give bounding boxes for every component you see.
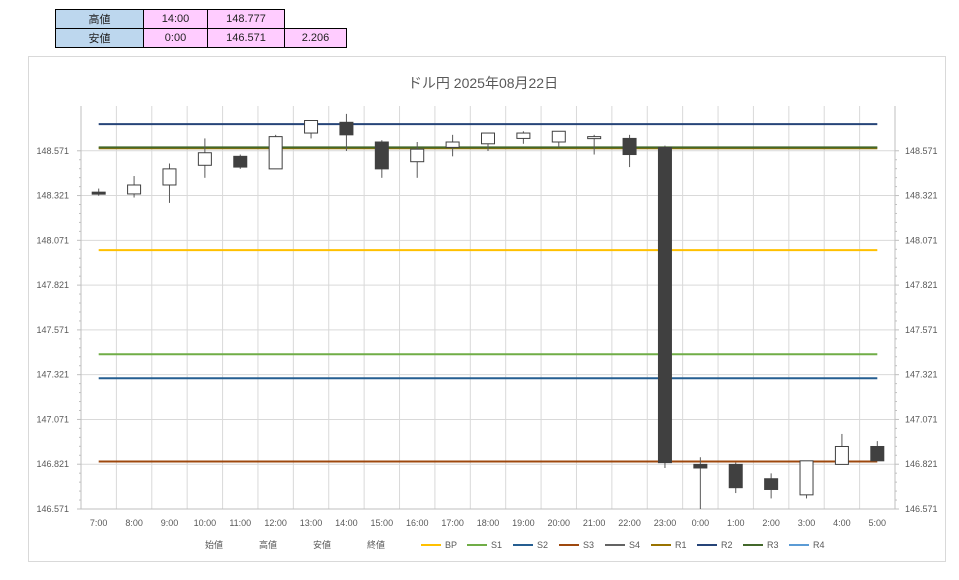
x-tick-label: 7:00 (90, 518, 108, 528)
x-tick-label: 5:00 (869, 518, 887, 528)
low-row: 安値 0:00 146.571 2.206 (55, 28, 347, 48)
x-tick-label: 18:00 (477, 518, 500, 528)
chart-area: ドル円 2025年08月22日 146.571 146.571 146.821 146… (28, 56, 946, 562)
candle-body-up (162, 168, 177, 186)
y-tick-label-right: 148.071 (905, 235, 938, 245)
legend-label: R3 (767, 540, 779, 550)
low-value: 146.571 (207, 28, 285, 48)
candle-body-down (764, 478, 779, 490)
y-tick-label-left: 147.821 (36, 280, 69, 290)
x-tick-label: 0:00 (692, 518, 710, 528)
x-tick-label: 22:00 (618, 518, 641, 528)
y-tick-label-left: 146.821 (36, 459, 69, 469)
high-row: 高値 14:00 148.777 (55, 9, 347, 29)
candle-body-down (339, 121, 354, 136)
candle-body-down (693, 463, 708, 469)
pivot-levels (98, 123, 878, 463)
high-value: 148.777 (207, 9, 285, 29)
high-time: 14:00 (143, 9, 208, 29)
y-tick-label-right: 147.571 (905, 325, 938, 335)
x-tick-label: 2:00 (762, 518, 780, 528)
legend: 始値 高値 安値 終値 BP S1 S2 S3 S4 R1 R2 R3 R4 (205, 539, 825, 550)
candle-body-up (481, 132, 495, 145)
y-tick-label-left: 148.071 (36, 235, 69, 245)
candle-body-up (516, 132, 531, 139)
grid-layer (80, 106, 896, 510)
x-tick-label: 20:00 (548, 518, 571, 528)
high-label: 高値 (55, 9, 144, 29)
x-tick-label: 3:00 (798, 518, 816, 528)
x-tick-label: 4:00 (833, 518, 851, 528)
y-tick-label-left: 147.321 (36, 370, 69, 380)
x-tick-label: 16:00 (406, 518, 429, 528)
y-tick-label-right: 147.321 (905, 370, 938, 380)
x-tick-label: 11:00 (229, 518, 251, 528)
candle-body-up (268, 136, 283, 170)
candle-body-up (799, 460, 814, 496)
candle-body-up (197, 152, 212, 166)
legend-label: BP (445, 540, 457, 550)
x-tick-label: 12:00 (264, 518, 287, 528)
legend-label: 始値 (205, 539, 223, 550)
legend-label: 安値 (313, 539, 331, 550)
y-tick-label-left: 148.571 (36, 146, 69, 156)
legend-label: R2 (721, 540, 733, 550)
low-time: 0:00 (143, 28, 208, 48)
candles (91, 113, 885, 509)
y-tick-label-left: 148.321 (36, 191, 69, 201)
x-tick-label: 19:00 (512, 518, 535, 528)
high-empty-cell (285, 10, 347, 29)
y-tick-label-right: 146.571 (905, 504, 938, 514)
candle-body-up (445, 141, 460, 148)
x-tick-label: 1:00 (727, 518, 745, 528)
axis-layer: 146.571 146.571 146.821 146.821 147.071 147.0… (36, 106, 938, 528)
candle-body-down (870, 445, 885, 462)
candle-body-down (728, 463, 743, 489)
x-tick-label: 9:00 (161, 518, 179, 528)
candle-body-down (622, 137, 637, 156)
y-tick-label-right: 146.821 (905, 459, 938, 469)
candle-body-up (587, 136, 602, 140)
x-tick-label: 13:00 (300, 518, 323, 528)
x-tick-label: 17:00 (441, 518, 464, 528)
x-tick-label: 21:00 (583, 518, 606, 528)
candle-body-down (657, 146, 672, 464)
candle-body-up (410, 148, 425, 163)
candle-body-up (304, 120, 319, 134)
y-tick-label-left: 146.571 (36, 504, 69, 514)
y-tick-label-right: 147.821 (905, 280, 938, 290)
candle-body-down (233, 155, 248, 168)
chart-title: ドル円 2025年08月22日 (408, 75, 558, 91)
legend-label: S4 (629, 540, 640, 550)
candle-body-down (91, 191, 106, 195)
range-value: 2.206 (284, 28, 347, 48)
x-tick-label: 8:00 (125, 518, 143, 528)
legend-label: S1 (491, 540, 502, 550)
y-tick-label-left: 147.571 (36, 325, 69, 335)
x-tick-label: 10:00 (194, 518, 217, 528)
y-tick-label-right: 148.571 (905, 146, 938, 156)
candle-body-up (834, 445, 849, 465)
x-tick-label: 23:00 (654, 518, 677, 528)
y-tick-label-right: 148.321 (905, 191, 938, 201)
legend-label: R4 (813, 540, 825, 550)
x-tick-label: 14:00 (335, 518, 358, 528)
legend-label: 高値 (259, 539, 277, 550)
y-tick-label-left: 147.071 (36, 414, 69, 424)
candle-body-down (374, 141, 389, 170)
legend-label: 終値 (367, 539, 385, 550)
legend-label: R1 (675, 540, 687, 550)
y-tick-label-right: 147.071 (905, 414, 938, 424)
legend-label: S2 (537, 540, 548, 550)
x-tick-label: 15:00 (371, 518, 394, 528)
legend-label: S3 (583, 540, 594, 550)
high-low-summary-table: 高値 14:00 148.777 安値 0:00 146.571 2.206 (55, 9, 347, 48)
candle-body-up (127, 184, 142, 195)
candle-body-up (551, 130, 566, 143)
low-label: 安値 (55, 28, 144, 48)
